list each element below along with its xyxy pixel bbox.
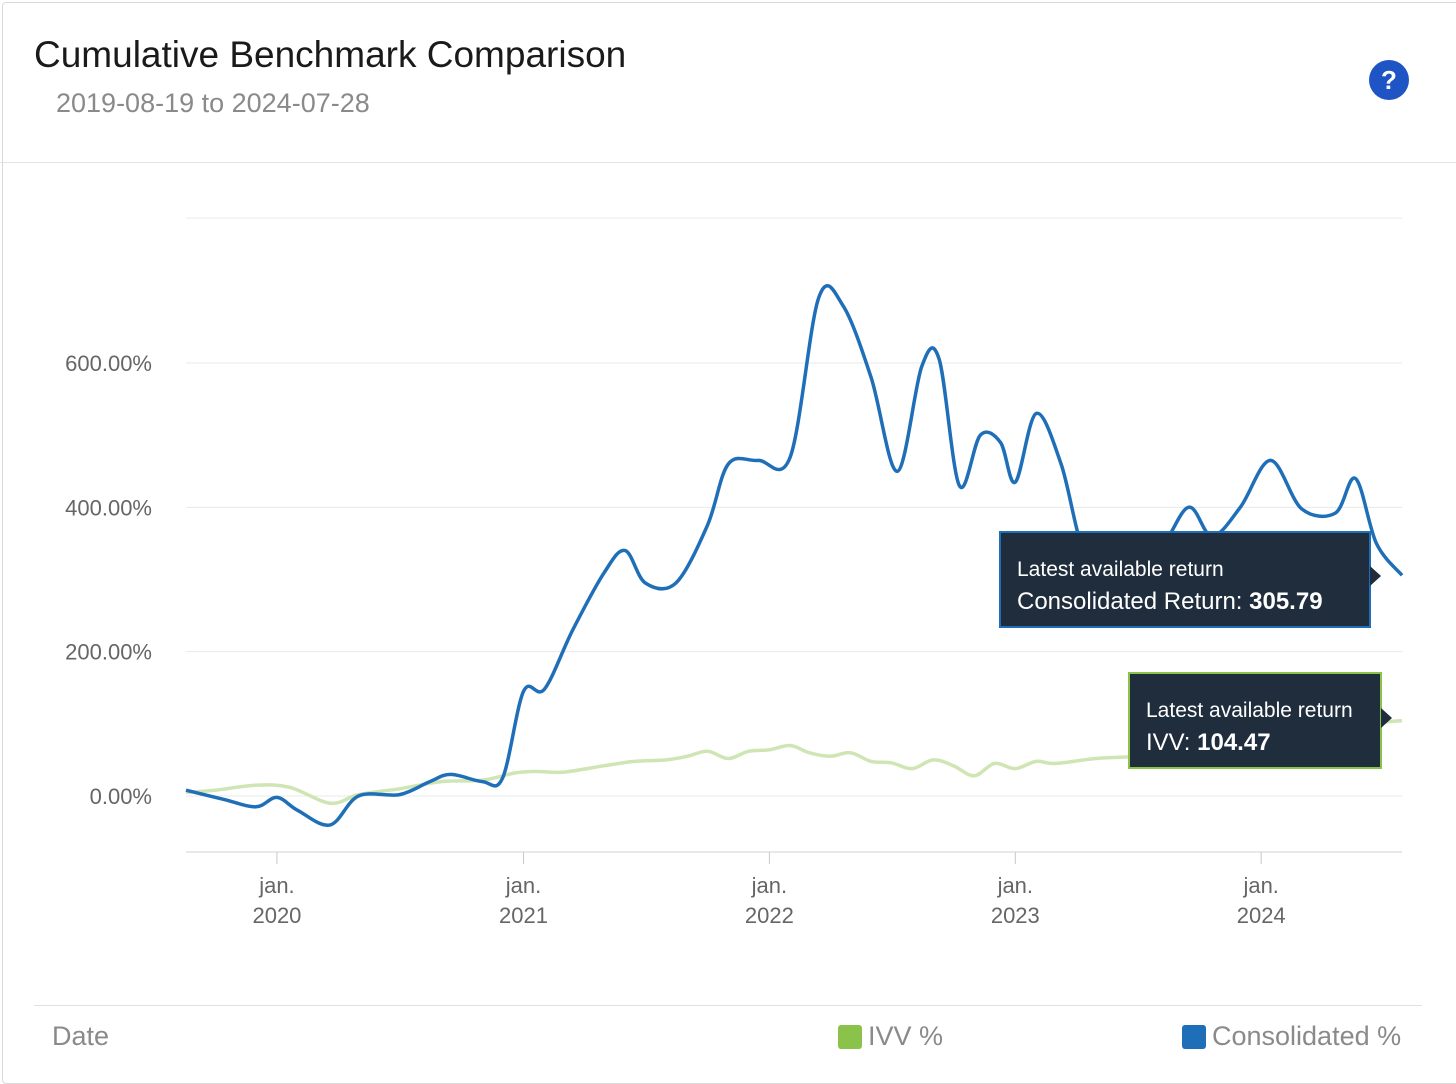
tooltip-label: Consolidated Return:: [1017, 588, 1249, 615]
x-tick-label-year: 2021: [499, 903, 548, 928]
x-tick-label-month: jan.: [751, 873, 787, 898]
chart-header: Cumulative Benchmark Comparison 2019-08-…: [0, 0, 1456, 163]
x-tick-label-year: 2023: [991, 903, 1040, 928]
legend-swatch-consolidated: [1182, 1024, 1206, 1049]
x-axis-title: Date: [52, 1021, 110, 1051]
tooltip-value-text: Consolidated Return: 305.79: [1017, 588, 1323, 615]
tooltip-pointer: [1381, 708, 1392, 728]
tooltip-caption: Latest available return: [1146, 699, 1353, 722]
help-icon[interactable]: ?: [1369, 60, 1409, 100]
legend-label-consolidated: Consolidated %: [1212, 1021, 1402, 1051]
y-tick-label: 0.00%: [90, 784, 152, 809]
legend-label-ivv: IVV %: [868, 1021, 944, 1051]
legend-item-ivv[interactable]: IVV %: [838, 1021, 943, 1052]
tooltip-box: [999, 531, 1371, 628]
tooltip-consolidated: Latest available return Consolidated Retu…: [999, 531, 1381, 628]
footer-divider: [34, 1005, 1422, 1006]
tooltip-box: [1128, 672, 1382, 769]
tooltip-ivv: Latest available return IVV: 104.47: [1128, 672, 1392, 769]
tooltip-value: 104.47: [1197, 729, 1270, 756]
x-tick-label-month: jan.: [505, 873, 541, 898]
y-tick-label: 400.00%: [65, 495, 152, 520]
x-tick-label-month: jan.: [1242, 873, 1278, 898]
tooltip-caption: Latest available return: [1017, 558, 1224, 581]
date-range-subtitle: 2019-08-19 to 2024-07-28: [56, 88, 370, 118]
line-chart: 0.00% 200.00% 400.00% 600.00% jan. 2020 jan. 20…: [65, 217, 1404, 928]
tooltip-pointer: [1370, 566, 1381, 586]
x-tick-label-year: 2022: [745, 903, 794, 928]
series-line-consolidated[interactable]: [185, 284, 1404, 827]
y-tick-label: 600.00%: [65, 351, 152, 376]
x-tick-label-year: 2024: [1237, 903, 1286, 928]
chart-title: Cumulative Benchmark Comparison: [34, 34, 627, 75]
x-tick-label-month: jan.: [258, 873, 294, 898]
y-tick-label: 200.00%: [65, 640, 152, 665]
tooltip-label: IVV:: [1146, 729, 1197, 756]
x-tick-label-month: jan.: [997, 873, 1033, 898]
x-tick-label-year: 2020: [252, 903, 301, 928]
series-line-ivv[interactable]: [185, 718, 1403, 806]
tooltip-value-text: IVV: 104.47: [1146, 729, 1271, 756]
tooltip-value: 305.79: [1249, 588, 1322, 615]
legend-item-consolidated[interactable]: Consolidated %: [1182, 1021, 1401, 1052]
legend-swatch-ivv: [838, 1024, 862, 1049]
